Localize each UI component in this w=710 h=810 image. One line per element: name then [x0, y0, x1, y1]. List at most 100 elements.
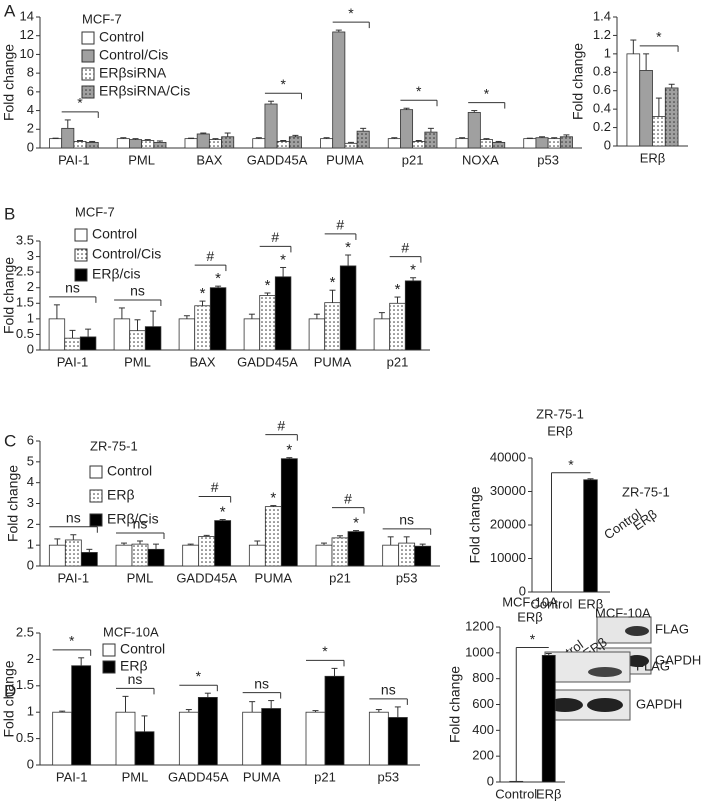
band [588, 667, 622, 677]
bar [347, 531, 365, 567]
bar [626, 53, 641, 147]
bar [559, 136, 573, 149]
legend-swatch [81, 31, 95, 45]
bracket-label: # [344, 490, 352, 506]
bar [71, 665, 92, 766]
y-tick-label: 1 [604, 45, 611, 60]
x-tick-label: PUMA [255, 570, 293, 585]
y-tick-label: 2 [27, 121, 34, 136]
legend-label: Control [99, 29, 144, 45]
y-tick-label: 1000 [465, 644, 494, 659]
bar [583, 479, 598, 593]
bracket-label: * [568, 456, 574, 472]
blot-zr75: ZR-75-1 Control ERβ FLAG GAPDH [596, 484, 701, 675]
bar [196, 133, 210, 149]
bar [541, 655, 556, 783]
bracket-label: ns [381, 682, 396, 698]
bar [52, 711, 73, 766]
significance-mark: * [265, 277, 271, 294]
legend-label: ERβ [107, 487, 135, 503]
y-tick-label: 30000 [490, 483, 526, 498]
legend-swatch [89, 489, 103, 503]
bar [280, 458, 298, 567]
y-tick-label: 0 [27, 557, 34, 572]
x-tick-label: BAX [196, 152, 222, 167]
x-tick-label: PAI-1 [58, 152, 90, 167]
bracket-label: * [348, 5, 354, 21]
bar [129, 139, 143, 149]
legend-label: Control/Cis [99, 47, 168, 63]
x-tick-label: PML [122, 769, 149, 784]
y-axis-label: Fold change [467, 486, 483, 563]
y-axis-label: Fold change [570, 43, 586, 120]
bar [331, 537, 349, 567]
bar [147, 548, 165, 567]
blot-strip [544, 651, 631, 683]
bracket-label: ns [399, 512, 414, 528]
bar [339, 265, 357, 351]
bracket-label: ns [65, 280, 80, 296]
y-tick-label: 0.5 [16, 326, 34, 341]
y-axis-label: Fold change [5, 465, 21, 542]
y-tick-label: 0.8 [593, 64, 611, 79]
band [547, 698, 583, 712]
bracket-label: ns [66, 509, 81, 525]
x-tick-label: ERβ [578, 596, 604, 611]
y-tick-label: 0.4 [593, 101, 611, 116]
bar [48, 318, 66, 351]
bar [80, 552, 98, 567]
y-tick-label: 0.2 [593, 119, 611, 134]
significance-mark: * [353, 515, 359, 532]
x-tick-label: NOXA [462, 152, 499, 167]
panel-letter: C [4, 431, 16, 450]
bar [115, 544, 133, 567]
panel-letter: A [4, 1, 16, 20]
x-tick-label: p21 [329, 570, 351, 585]
y-axis-label: Fold change [1, 257, 17, 334]
bracket-label: * [416, 83, 422, 99]
bracket-label: ns [128, 671, 143, 687]
significance-mark: * [345, 239, 351, 256]
bar [252, 138, 266, 149]
band [587, 698, 623, 712]
legend-swatch [89, 465, 103, 479]
y-tick-label: 0 [27, 756, 34, 771]
bar [535, 137, 549, 149]
y-tick-label: 1.5 [16, 295, 34, 310]
y-tick-label: 12 [20, 27, 34, 42]
bar [85, 141, 99, 149]
legend-swatch [74, 268, 88, 282]
blot-title: ZR-75-1 [622, 484, 670, 499]
bar [48, 544, 66, 567]
x-tick-label: GADD45A [168, 769, 229, 784]
y-tick-label: 1 [27, 537, 34, 552]
y-tick-label: 0 [27, 139, 34, 154]
x-tick-label: p53 [396, 570, 418, 585]
x-tick-label: ERβ [640, 150, 666, 165]
y-tick-label: 0 [604, 137, 611, 152]
y-tick-label: 3 [27, 248, 34, 263]
bar [197, 697, 218, 766]
y-tick-label: 2.5 [16, 624, 34, 639]
bracket-label: * [530, 631, 536, 647]
y-tick-label: 4 [27, 474, 34, 489]
y-axis-label: Fold change [1, 44, 17, 121]
y-axis-label: Fold change [447, 666, 463, 743]
bar [547, 138, 561, 149]
legend-swatch [102, 660, 116, 674]
bar [208, 139, 222, 149]
significance-mark: * [215, 270, 221, 287]
bracket-label: # [336, 217, 344, 233]
bar [523, 138, 537, 149]
bar [308, 318, 326, 351]
bracket-label: * [196, 668, 202, 684]
bar [368, 711, 389, 766]
y-tick-label: 2.5 [16, 264, 34, 279]
bar [305, 711, 326, 766]
legend-swatch [74, 248, 88, 262]
y-tick-label: 600 [472, 696, 494, 711]
chart-title: ZR-75-1 [536, 406, 584, 421]
bar [382, 544, 400, 567]
y-tick-label: 200 [472, 748, 494, 763]
bar [129, 330, 146, 351]
